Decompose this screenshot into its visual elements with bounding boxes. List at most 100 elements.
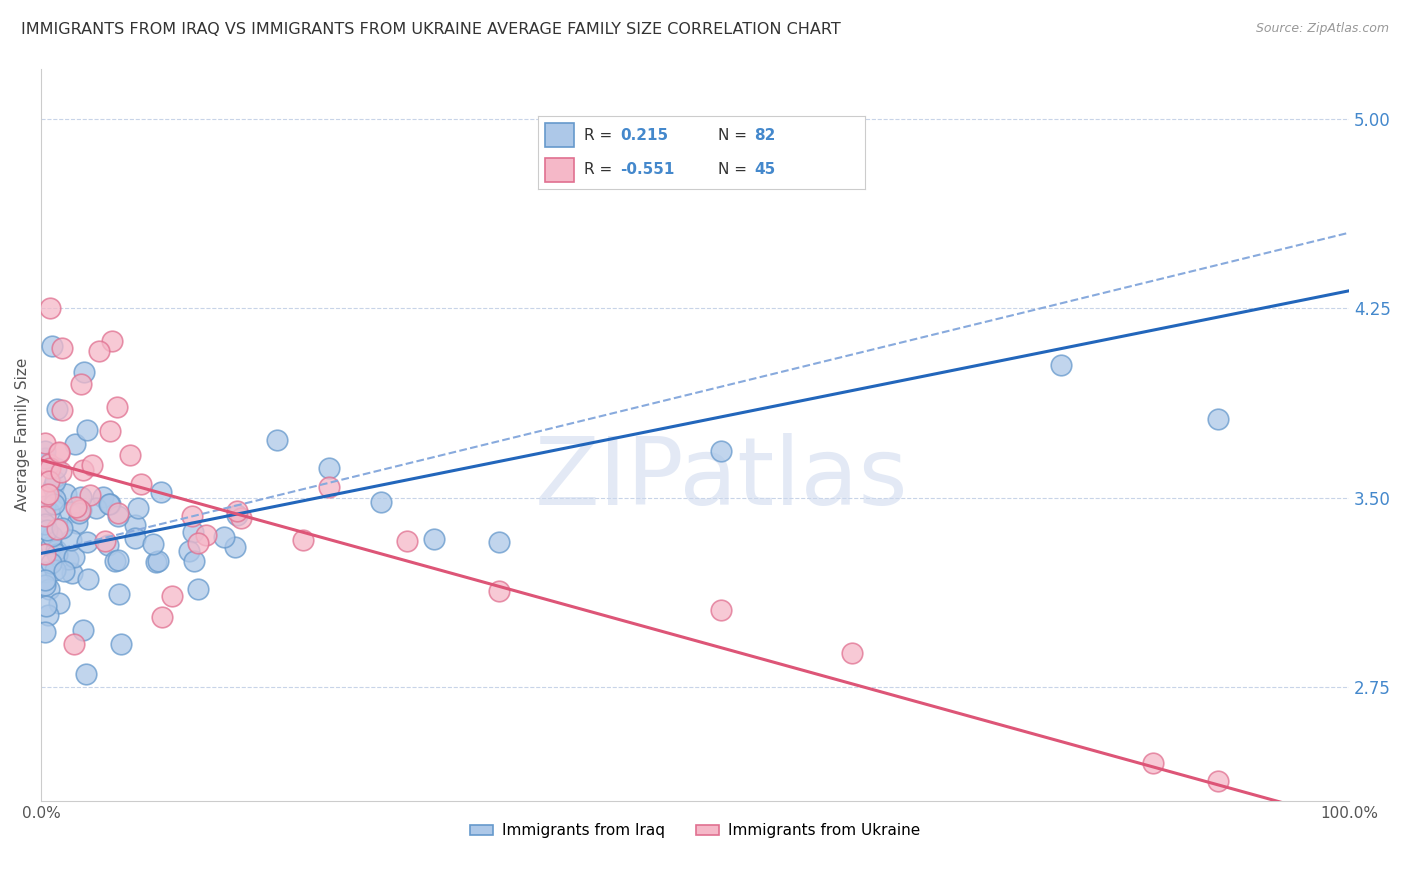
Point [63, 437, 86, 451]
Point [41, 339, 63, 353]
Point [124, 517, 146, 532]
Point [97, 538, 120, 552]
Point [51, 403, 73, 417]
Point [39, 556, 62, 570]
Point [44, 491, 66, 506]
Point [69, 503, 91, 517]
Point [63, 637, 86, 651]
Point [84, 501, 107, 516]
Point [49, 465, 72, 479]
Point [38, 505, 60, 519]
Point [44, 563, 66, 577]
Point [1050, 359, 1073, 373]
Point [34, 566, 56, 580]
Point [34, 625, 56, 640]
Point [34, 573, 56, 587]
Point [488, 535, 510, 549]
Point [97, 497, 120, 511]
Point [34, 509, 56, 524]
Point [55, 487, 77, 501]
Point [51, 341, 73, 355]
Point [69, 490, 91, 504]
Point [318, 461, 340, 475]
Point [34, 450, 56, 465]
Point [107, 553, 129, 567]
Point [41, 480, 63, 494]
Point [212, 530, 235, 544]
Point [107, 587, 129, 601]
Point [150, 609, 173, 624]
Point [98, 497, 121, 511]
Point [183, 554, 205, 568]
Point [76, 667, 98, 681]
Point [1208, 412, 1230, 426]
Point [710, 443, 733, 458]
Point [124, 531, 146, 545]
Point [73, 365, 96, 379]
Point [46, 402, 69, 417]
Point [56, 552, 79, 566]
Point [1142, 756, 1164, 770]
Point [194, 527, 217, 541]
Point [370, 495, 392, 509]
Point [46, 547, 69, 561]
Point [76, 535, 98, 549]
Point [98, 424, 121, 438]
Text: IMMIGRANTS FROM IRAQ VS IMMIGRANTS FROM UKRAINE AVERAGE FAMILY SIZE CORRELATION : IMMIGRANTS FROM IRAQ VS IMMIGRANTS FROM … [21, 22, 841, 37]
Point [51, 521, 73, 535]
Point [76, 423, 98, 437]
Point [38, 582, 60, 597]
Point [48, 446, 70, 460]
Point [34, 436, 56, 450]
Point [229, 511, 252, 525]
Point [162, 589, 184, 603]
Point [710, 603, 733, 617]
Point [266, 433, 288, 447]
Point [38, 301, 60, 316]
Point [291, 533, 314, 548]
Point [44, 474, 66, 488]
Point [46, 521, 69, 535]
Point [127, 501, 149, 516]
Point [34, 578, 56, 592]
Point [67, 506, 90, 520]
Point [145, 555, 167, 569]
Point [60, 533, 83, 547]
Point [45, 460, 67, 475]
Point [841, 646, 863, 660]
Point [34, 500, 56, 514]
Point [79, 488, 101, 502]
Point [44, 498, 66, 512]
Point [318, 480, 340, 494]
Point [34, 516, 56, 531]
Point [66, 516, 89, 531]
Point [105, 400, 128, 414]
Point [38, 474, 60, 488]
Point [59, 505, 82, 519]
Point [69, 502, 91, 516]
Point [60, 566, 83, 581]
Point [1208, 773, 1230, 788]
Point [181, 508, 204, 523]
Point [39, 461, 62, 475]
Text: ZIPatlas: ZIPatlas [534, 433, 908, 524]
Point [45, 542, 67, 557]
Point [72, 462, 94, 476]
Point [224, 540, 246, 554]
Point [181, 524, 204, 539]
Point [226, 504, 249, 518]
Point [110, 636, 132, 650]
Point [37, 487, 59, 501]
Point [39, 539, 62, 553]
Point [104, 554, 127, 568]
Point [37, 608, 59, 623]
Point [63, 549, 86, 564]
Point [76, 572, 98, 586]
Point [38, 457, 60, 471]
Point [187, 582, 209, 597]
Point [48, 596, 70, 610]
Legend: Immigrants from Iraq, Immigrants from Ukraine: Immigrants from Iraq, Immigrants from Uk… [464, 817, 927, 845]
Point [34, 443, 56, 458]
Point [107, 508, 129, 523]
Point [187, 536, 209, 550]
